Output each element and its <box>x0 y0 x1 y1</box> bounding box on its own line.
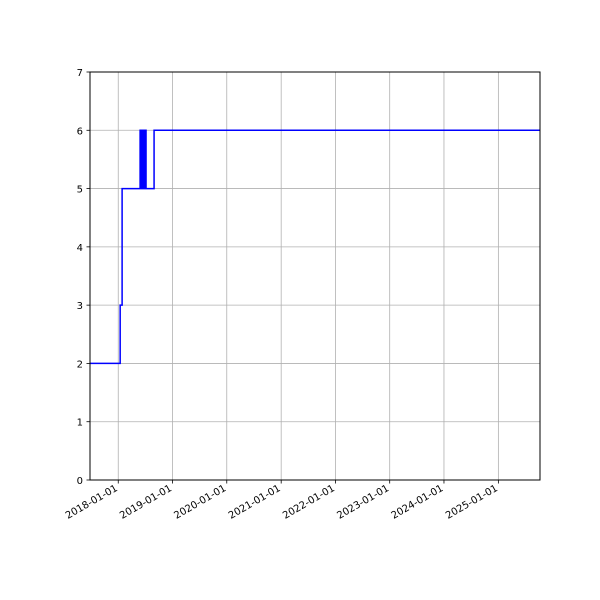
x-tick-label: 2023-01-01 <box>335 483 391 522</box>
grid <box>90 71 540 481</box>
x-tick-label: 2018-01-01 <box>64 483 120 522</box>
x-tick-label: 2020-01-01 <box>172 483 228 522</box>
plot-frame <box>89 71 541 481</box>
x-tick-label: 2025-01-01 <box>444 483 500 522</box>
x-tick-label: 2024-01-01 <box>390 483 446 522</box>
y-tick-label: 7 <box>77 68 83 79</box>
y-tick-label: 5 <box>77 185 83 196</box>
y-tick-label: 0 <box>77 476 83 487</box>
axis-ticks: 2018-01-012019-01-012020-01-012021-01-01… <box>64 68 500 522</box>
series-line <box>90 129 540 365</box>
x-tick-label: 2022-01-01 <box>281 483 337 522</box>
y-tick-label: 4 <box>77 243 83 254</box>
y-tick-label: 6 <box>77 126 83 137</box>
x-tick-label: 2021-01-01 <box>227 483 283 522</box>
y-tick-label: 3 <box>77 301 83 312</box>
series-layer <box>90 129 540 365</box>
x-tick-label: 2019-01-01 <box>118 483 174 522</box>
y-tick-label: 2 <box>77 359 83 370</box>
y-tick-label: 1 <box>77 418 83 429</box>
